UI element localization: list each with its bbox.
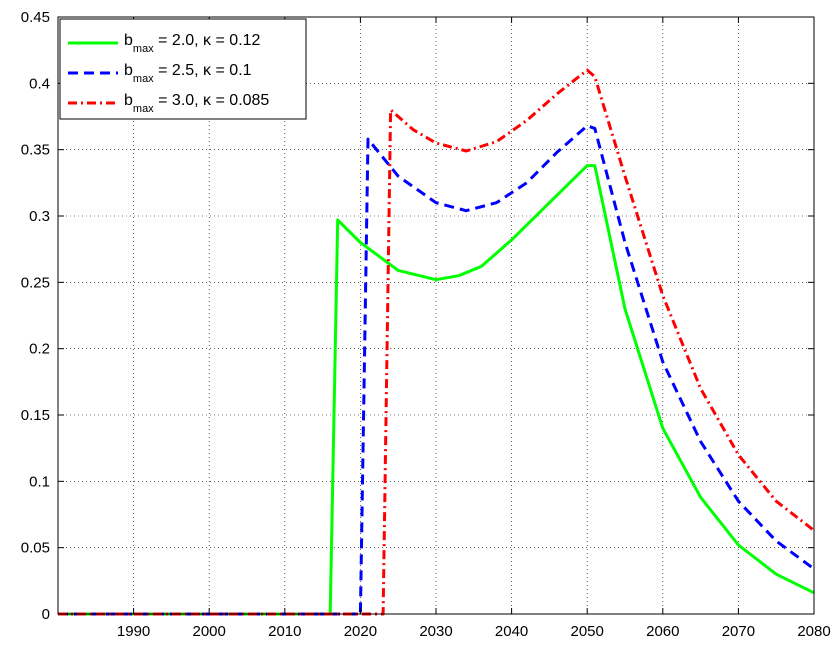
y-tick-label: 0.05 xyxy=(21,540,50,557)
legend-label-3: bmax = 3.0, κ = 0.085 xyxy=(124,92,269,115)
series-lines xyxy=(58,68,815,616)
y-tick-label: 0.35 xyxy=(21,142,50,159)
x-tick-label: 2070 xyxy=(722,623,755,640)
x-tick-label: 2040 xyxy=(495,623,528,640)
x-tick-label: 2050 xyxy=(571,623,604,640)
y-tick-label: 0.1 xyxy=(29,473,50,490)
y-tick-labels: 0 0.05 0.1 0.15 0.2 0.25 0.3 0.35 0.4 0.45 xyxy=(21,9,50,623)
legend: bmax = 2.0, κ = 0.12 bmax = 2.5, κ = 0.1 b… xyxy=(59,18,307,120)
y-tick-label: 0.15 xyxy=(21,407,50,424)
y-tick-label: 0.2 xyxy=(29,341,50,358)
legend-label-2: bmax = 2.5, κ = 0.1 xyxy=(124,62,252,85)
y-tick-label: 0.4 xyxy=(29,75,50,92)
y-tick-label: 0.25 xyxy=(21,274,50,291)
x-tick-labels: 1990 2000 2010 2020 2030 2040 2050 2060 2070 2080 xyxy=(117,623,831,640)
x-tick-label: 1990 xyxy=(117,623,150,640)
y-tick-label: 0.3 xyxy=(29,208,50,225)
x-tick-label: 2000 xyxy=(193,623,226,640)
x-tick-label: 2010 xyxy=(268,623,301,640)
legend-label-1: bmax = 2.0, κ = 0.12 xyxy=(124,32,261,55)
series-line-1 xyxy=(58,164,815,616)
y-tick-label: 0 xyxy=(42,606,50,623)
x-tick-label: 2080 xyxy=(797,623,830,640)
x-tick-label: 2060 xyxy=(646,623,679,640)
series-line-2 xyxy=(58,124,815,616)
x-tick-label: 2030 xyxy=(419,623,452,640)
x-tick-label: 2020 xyxy=(344,623,377,640)
series-line-3 xyxy=(58,68,815,616)
y-tick-label: 0.45 xyxy=(21,9,50,26)
